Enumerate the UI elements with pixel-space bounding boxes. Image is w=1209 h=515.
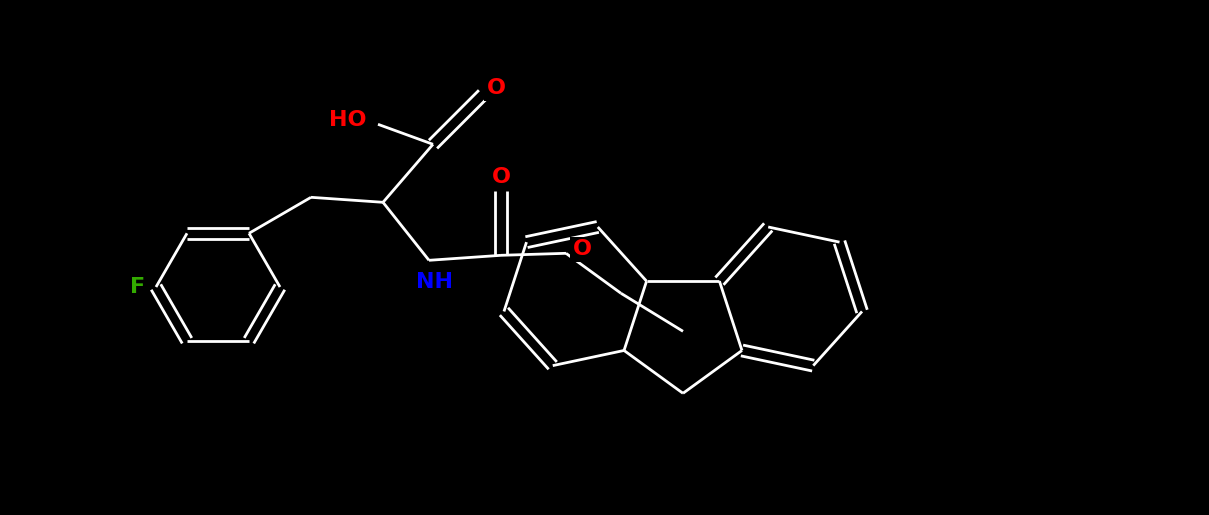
Text: O: O [486,78,505,98]
Text: F: F [131,277,145,297]
Text: HO: HO [329,110,366,130]
Text: NH: NH [416,272,453,293]
Text: O: O [573,239,591,260]
Text: O: O [492,167,510,187]
